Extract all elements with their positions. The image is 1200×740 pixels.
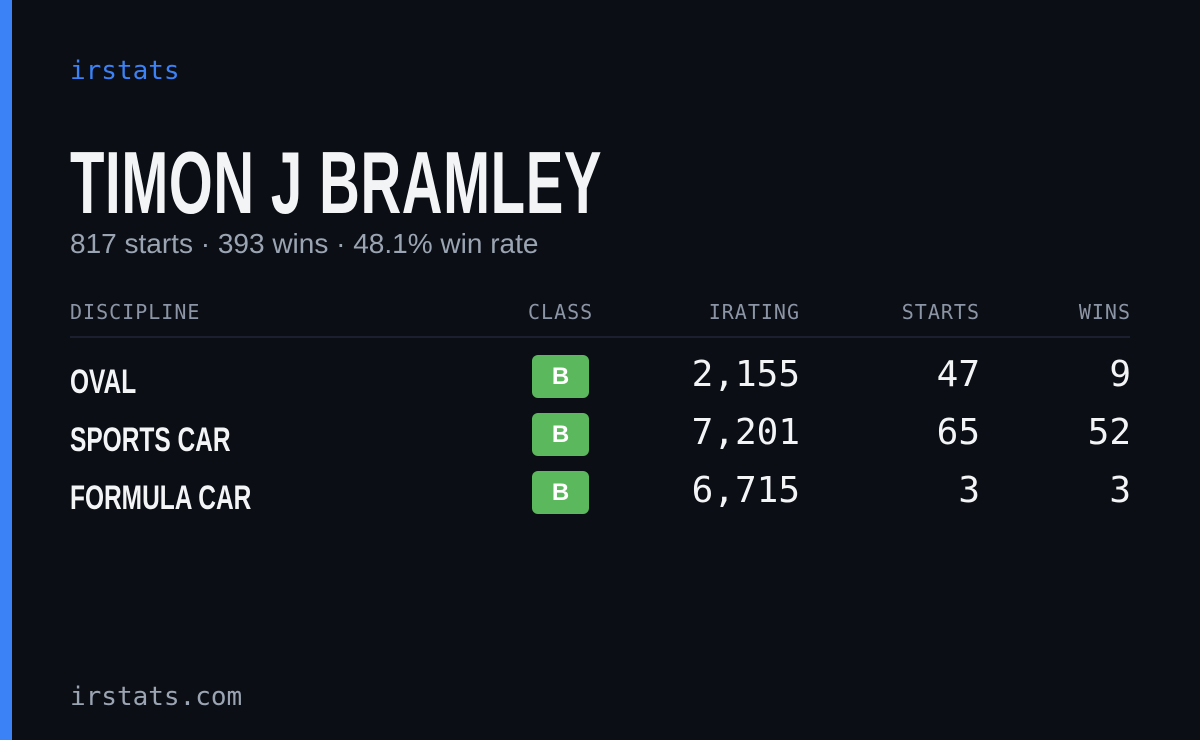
accent-bar [0, 0, 12, 740]
discipline: OVAL [70, 363, 137, 401]
brand: irstats [70, 56, 180, 86]
summary: 817 starts · 393 wins · 48.1% win rate [70, 228, 539, 259]
stat-value: 3 [1109, 470, 1131, 511]
stat-value: 7,201 [691, 412, 800, 453]
stat-value: 9 [1109, 354, 1131, 395]
discipline: SPORTS CAR [70, 421, 231, 459]
column-header: IRATING [708, 300, 800, 324]
class-badge: B [532, 355, 589, 398]
column-header: STARTS [901, 300, 980, 324]
discipline: FORMULA CAR [70, 479, 252, 517]
stat-value: 3 [958, 470, 980, 511]
header-rule [70, 336, 1130, 338]
column-header: WINS [1078, 300, 1131, 324]
column-header: DISCIPLINE [70, 300, 201, 324]
stat-value: 6,715 [691, 470, 800, 511]
stat-value: 65 [936, 412, 980, 453]
class-badge: B [532, 471, 589, 514]
class-badge: B [532, 413, 589, 456]
driver-name: TIMON J BRAMLEY [70, 133, 603, 232]
stat-value: 47 [936, 354, 980, 395]
stat-value: 52 [1087, 412, 1131, 453]
footer: irstats.com [70, 682, 243, 712]
stat-value: 2,155 [691, 354, 800, 395]
column-header: CLASS [528, 300, 594, 324]
